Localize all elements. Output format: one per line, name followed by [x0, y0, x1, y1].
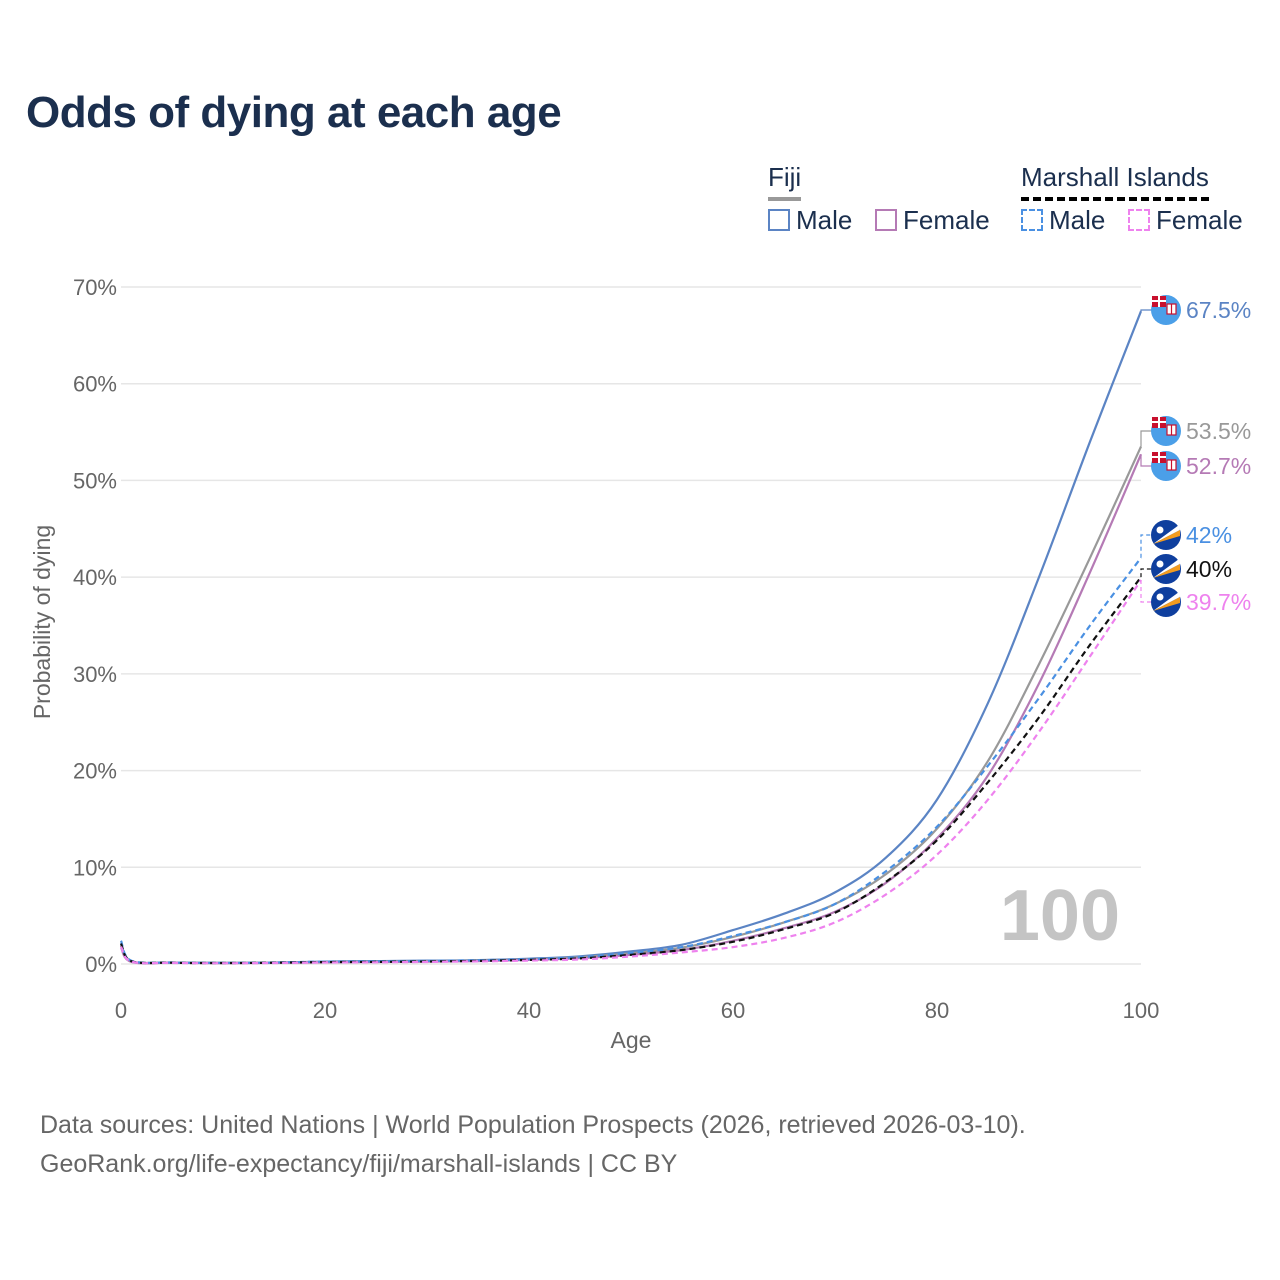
legend-swatch-fiji-female — [875, 209, 897, 231]
y-tick-label: 50% — [73, 468, 117, 493]
legend-item-fiji-female[interactable]: Female — [875, 205, 990, 235]
x-tick-label: 60 — [721, 998, 745, 1023]
marshall-islands-flag-icon — [1151, 554, 1181, 584]
legend-item-marshall-female[interactable]: Female — [1128, 205, 1243, 235]
series-line-fiji-male[interactable] — [119, 310, 1143, 965]
series-line-marshall-islands-total[interactable] — [119, 576, 1142, 965]
series-line-fiji-female[interactable] — [120, 453, 1143, 965]
x-tick-label: 80 — [925, 998, 949, 1023]
legend-item-marshall-male[interactable]: Male — [1021, 205, 1105, 235]
legend-label-marshall-male: Male — [1049, 204, 1106, 235]
legend-swatch-marshall-female — [1128, 209, 1150, 231]
footer-sources: Data sources: United Nations | World Pop… — [40, 1111, 1026, 1139]
end-label-marshall-islands-female: 39.7% — [1186, 589, 1251, 615]
legend-group-fiji[interactable]: Fiji — [768, 162, 802, 201]
y-tick-label: 10% — [73, 855, 117, 880]
marshall-islands-flag-icon — [1151, 587, 1181, 617]
end-label-marshall-islands-total: 40% — [1186, 556, 1232, 582]
end-label-fiji-total: 53.5% — [1186, 418, 1251, 444]
y-axis-label: Probability of dying — [29, 525, 55, 719]
y-tick-label: 0% — [85, 952, 117, 977]
fiji-flag-icon — [1151, 451, 1181, 481]
end-label-marshall-islands-male: 42% — [1186, 522, 1232, 548]
marshall-islands-flag-icon — [1151, 520, 1181, 550]
legend-label-fiji-female: Female — [903, 204, 990, 235]
end-connector-marshall-islands-female — [1140, 580, 1160, 603]
legend-label-fiji-male: Male — [796, 204, 853, 235]
footer-link[interactable]: GeoRank.org/life-expectancy/fiji/marshal… — [40, 1150, 678, 1178]
end-label-fiji-female: 52.7% — [1186, 453, 1251, 479]
y-tick-label: 60% — [73, 372, 117, 397]
legend-swatch-marshall-male — [1021, 209, 1043, 231]
x-tick-label: 100 — [1123, 998, 1160, 1023]
legend-group-marshall-islands[interactable]: Marshall Islands — [1021, 162, 1209, 201]
chart-title: Odds of dying at each age — [26, 88, 562, 137]
x-axis-label: Age — [611, 1027, 652, 1053]
fiji-flag-icon — [1151, 416, 1181, 446]
legend-swatch-fiji-male — [768, 209, 790, 231]
series-line-marshall-islands-male[interactable] — [119, 557, 1142, 964]
end-connector-marshall-islands-total — [1140, 568, 1160, 578]
y-tick-label: 70% — [73, 275, 117, 300]
series-line-marshall-islands-female[interactable] — [120, 579, 1142, 965]
legend-group-fiji-bar — [768, 197, 802, 201]
legend-item-fiji-male[interactable]: Male — [768, 205, 852, 235]
fiji-flag-icon — [1151, 295, 1181, 325]
year-watermark: 100 — [1000, 876, 1120, 956]
legend-group-fiji-label: Fiji — [768, 162, 802, 192]
y-tick-label: 20% — [73, 759, 117, 784]
y-tick-label: 30% — [73, 662, 117, 687]
legend-group-marshall-islands-bar — [1021, 197, 1209, 201]
footer: Data sources: United Nations | World Pop… — [40, 1106, 1026, 1184]
legend-label-marshall-female: Female — [1156, 204, 1243, 235]
x-tick-label: 20 — [313, 998, 337, 1023]
y-tick-label: 40% — [73, 565, 117, 590]
legend-group-marshall-islands-label: Marshall Islands — [1021, 162, 1209, 192]
x-tick-label: 0 — [115, 998, 127, 1023]
end-label-fiji-male: 67.5% — [1186, 297, 1251, 323]
x-tick-label: 40 — [517, 998, 541, 1023]
